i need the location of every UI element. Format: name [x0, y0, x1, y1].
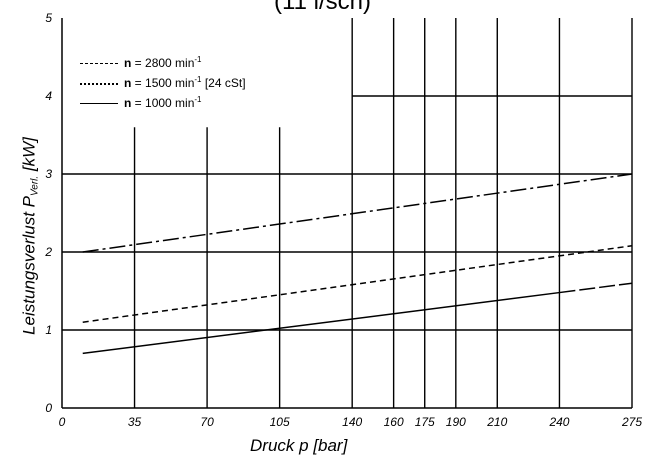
x-tick-label: 210 — [486, 415, 507, 429]
x-axis-label: Druck p [bar] — [250, 436, 348, 455]
legend-item-2800: n = 2800 min-1 — [80, 55, 202, 70]
x-tick-label: 190 — [446, 415, 466, 429]
series-line-2800 — [82, 173, 633, 253]
y-tick-label: 0 — [45, 401, 52, 415]
legend-item-1000: n = 1000 min-1 — [80, 95, 202, 110]
x-tick-label: 275 — [621, 415, 642, 429]
series-line-1500 — [82, 245, 633, 323]
x-tick-label: 240 — [548, 415, 569, 429]
legend-line-dashdot — [80, 63, 118, 65]
chart-title: (11 l/sch) — [274, 0, 371, 15]
y-tick-label: 5 — [45, 11, 52, 25]
x-tick-label: 0 — [59, 415, 66, 429]
y-tick-label: 1 — [45, 323, 52, 337]
x-tick-label: 175 — [415, 415, 435, 429]
y-tick-label: 3 — [45, 167, 52, 181]
x-tick-label: 35 — [128, 415, 142, 429]
legend-item-1500: n = 1500 min-1 [24 cSt] — [80, 75, 246, 90]
y-tick-label: 4 — [45, 89, 52, 103]
x-tick-label: 140 — [342, 415, 362, 429]
x-tick-label: 105 — [270, 415, 290, 429]
series-line-1000-ext — [559, 282, 633, 294]
legend-line-dash — [80, 82, 118, 85]
y-axis-label: Leistungsverlust PVerl. [kW] — [19, 137, 41, 335]
series-line-1000 — [82, 291, 560, 355]
legend-line-solid — [80, 103, 118, 105]
y-tick-label: 2 — [44, 245, 52, 259]
x-tick-label: 160 — [384, 415, 404, 429]
x-tick-label: 70 — [200, 415, 214, 429]
